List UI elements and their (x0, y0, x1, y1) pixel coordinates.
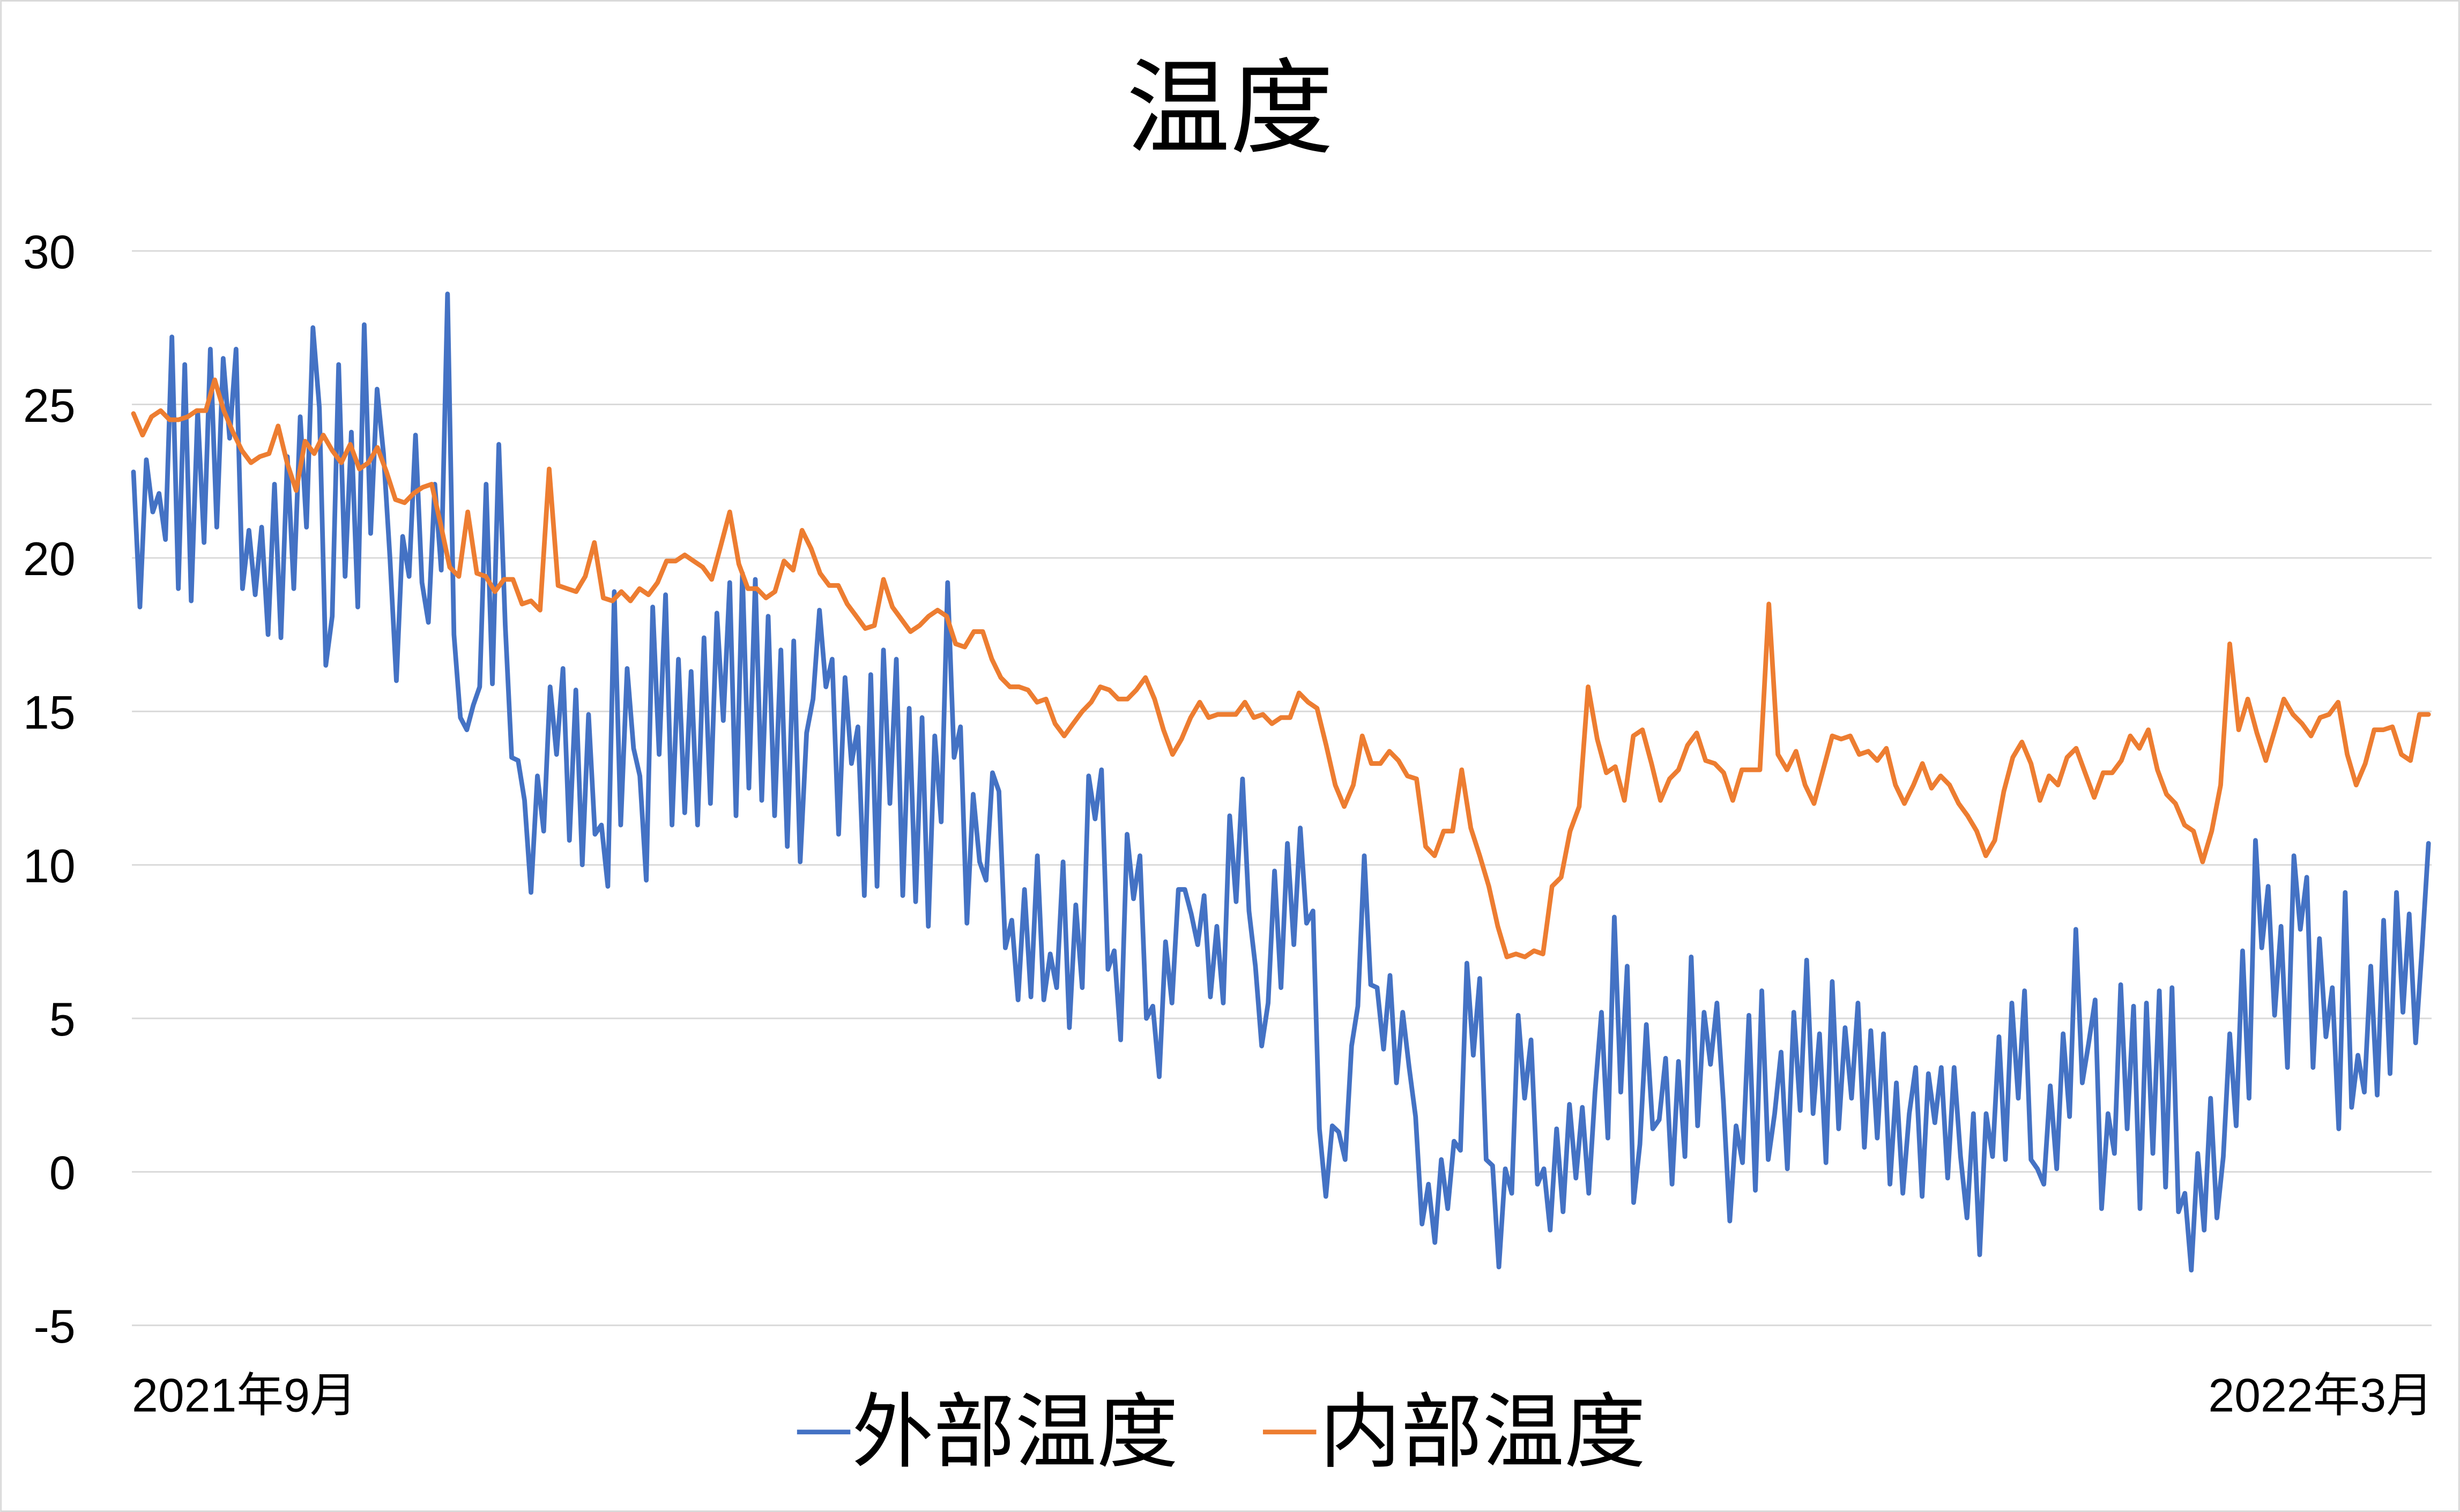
y-axis-tick-labels: 30 25 20 15 10 5 0 -5 (23, 226, 76, 1353)
y-tick-label: 10 (23, 840, 76, 892)
legend: 外部温度 内部温度 (797, 1387, 1646, 1478)
x-tick-label-start: 2021年9月 (132, 1369, 357, 1422)
y-tick-label: -5 (34, 1300, 76, 1353)
y-tick-label: 20 (23, 533, 76, 585)
gridlines (132, 250, 2432, 1327)
legend-label-outside: 外部温度 (852, 1387, 1178, 1478)
y-tick-label: 5 (49, 993, 76, 1046)
x-tick-label-end: 2022年3月 (2208, 1369, 2433, 1422)
chart-title: 温度 (1126, 50, 1333, 166)
y-tick-label: 15 (23, 686, 76, 739)
series-line-outside-temperature (131, 292, 2431, 1273)
legend-label-inside: 内部温度 (1319, 1387, 1646, 1478)
y-tick-label: 25 (23, 379, 76, 432)
series-lines (131, 292, 2431, 1273)
series-line-inside-temperature (131, 377, 2431, 959)
y-tick-label: 30 (23, 226, 76, 278)
y-tick-label: 0 (49, 1147, 76, 1200)
